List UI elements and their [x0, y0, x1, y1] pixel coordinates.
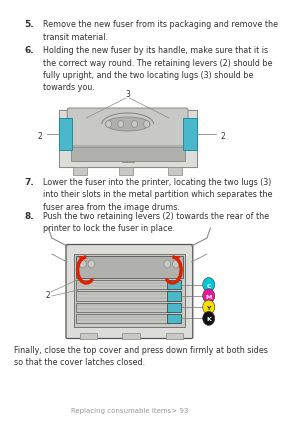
Bar — [74, 254, 184, 327]
Circle shape — [203, 278, 215, 292]
Text: Remove the new fuser from its packaging and remove the
transit material.: Remove the new fuser from its packaging … — [43, 20, 278, 41]
Circle shape — [203, 312, 215, 325]
Circle shape — [164, 260, 171, 268]
Bar — [73, 167, 87, 176]
Bar — [167, 303, 181, 312]
Circle shape — [106, 121, 112, 128]
Text: Lower the fuser into the printer, locating the two lugs (3)
into their slots in : Lower the fuser into the printer, locati… — [43, 178, 273, 211]
Bar — [71, 148, 184, 161]
FancyBboxPatch shape — [67, 109, 188, 147]
Bar — [119, 167, 133, 176]
Text: Replacing consumable items> 93: Replacing consumable items> 93 — [71, 407, 188, 413]
Text: Holding the new fuser by its handle, make sure that it is
the correct way round.: Holding the new fuser by its handle, mak… — [43, 46, 273, 92]
Text: 2: 2 — [37, 132, 42, 141]
Circle shape — [118, 121, 124, 128]
Text: Finally, close the top cover and press down firmly at both sides
so that the cov: Finally, close the top cover and press d… — [14, 345, 268, 367]
Circle shape — [88, 260, 95, 268]
Text: 2: 2 — [220, 132, 225, 141]
Bar — [76, 280, 169, 290]
Bar — [183, 119, 197, 151]
Text: 5.: 5. — [24, 20, 34, 29]
Circle shape — [203, 289, 215, 303]
Circle shape — [172, 260, 179, 268]
Text: 2: 2 — [45, 290, 50, 299]
Text: 3: 3 — [125, 90, 130, 99]
Circle shape — [80, 260, 86, 268]
Bar — [167, 314, 181, 323]
Bar — [76, 291, 169, 301]
Text: 7.: 7. — [24, 178, 34, 187]
Text: K: K — [206, 317, 211, 322]
Bar — [59, 119, 73, 151]
Bar — [76, 314, 169, 323]
Bar — [168, 167, 182, 176]
Text: 8.: 8. — [24, 211, 34, 221]
Bar — [76, 256, 183, 278]
Circle shape — [144, 121, 150, 128]
Bar — [80, 333, 98, 339]
Bar — [122, 149, 134, 163]
Bar — [76, 303, 169, 312]
Polygon shape — [59, 111, 197, 167]
Ellipse shape — [105, 118, 150, 132]
Bar — [122, 333, 140, 339]
Bar — [167, 291, 181, 301]
FancyBboxPatch shape — [66, 245, 193, 339]
Circle shape — [131, 121, 138, 128]
Text: C: C — [206, 283, 211, 288]
Text: Y: Y — [206, 305, 211, 311]
Text: M: M — [206, 294, 212, 299]
Text: 6.: 6. — [24, 46, 34, 55]
Bar — [167, 280, 181, 290]
Circle shape — [203, 300, 215, 314]
Bar — [166, 333, 183, 339]
Text: Push the two retaining levers (2) towards the rear of the
printer to lock the fu: Push the two retaining levers (2) toward… — [43, 211, 269, 233]
